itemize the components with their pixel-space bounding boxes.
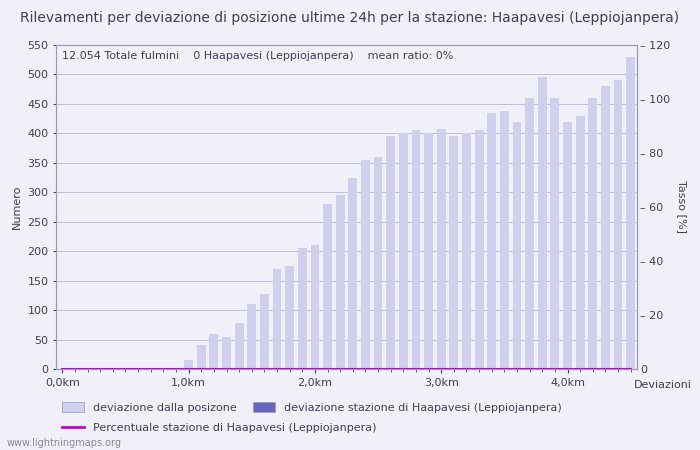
Bar xyxy=(349,178,357,369)
Bar xyxy=(614,81,622,369)
Bar xyxy=(374,157,382,369)
Bar xyxy=(247,304,256,369)
Bar xyxy=(525,98,534,369)
Bar xyxy=(298,248,307,369)
Y-axis label: Tasso [%]: Tasso [%] xyxy=(677,180,687,234)
Bar xyxy=(222,337,231,369)
Bar xyxy=(285,266,294,369)
Bar xyxy=(449,136,459,369)
Bar xyxy=(234,323,244,369)
Bar xyxy=(550,98,559,369)
Legend: deviazione dalla posizone, deviazione stazione di Haapavesi (Leppiojanpera): deviazione dalla posizone, deviazione st… xyxy=(62,402,562,413)
Bar xyxy=(487,113,496,369)
Bar xyxy=(361,160,370,369)
Bar xyxy=(575,116,584,369)
Text: 12.054 Totale fulmini    0 Haapavesi (Leppiojanpera)    mean ratio: 0%: 12.054 Totale fulmini 0 Haapavesi (Leppi… xyxy=(62,51,453,62)
Bar xyxy=(512,122,522,369)
Bar xyxy=(563,122,572,369)
Text: Deviazioni: Deviazioni xyxy=(634,380,692,390)
Bar xyxy=(336,195,344,369)
Bar xyxy=(197,346,206,369)
Bar xyxy=(601,86,610,369)
Bar xyxy=(260,293,269,369)
Bar xyxy=(500,111,509,369)
Bar xyxy=(412,130,421,369)
Bar xyxy=(311,245,319,369)
Bar xyxy=(626,57,635,369)
Y-axis label: Numero: Numero xyxy=(12,185,22,229)
Text: Rilevamenti per deviazione di posizione ultime 24h per la stazione: Haapavesi (L: Rilevamenti per deviazione di posizione … xyxy=(20,11,680,25)
Bar xyxy=(437,129,446,369)
Bar xyxy=(184,360,193,369)
Text: www.lightningmaps.org: www.lightningmaps.org xyxy=(7,438,122,448)
Bar xyxy=(386,136,395,369)
Bar xyxy=(462,133,471,369)
Bar xyxy=(475,130,484,369)
Bar xyxy=(538,77,547,369)
Bar xyxy=(323,204,332,369)
Bar xyxy=(209,333,218,369)
Bar xyxy=(589,98,597,369)
Bar xyxy=(399,133,408,369)
Bar xyxy=(272,269,281,369)
Bar xyxy=(424,133,433,369)
Legend: Percentuale stazione di Haapavesi (Leppiojanpera): Percentuale stazione di Haapavesi (Leppi… xyxy=(62,423,376,433)
